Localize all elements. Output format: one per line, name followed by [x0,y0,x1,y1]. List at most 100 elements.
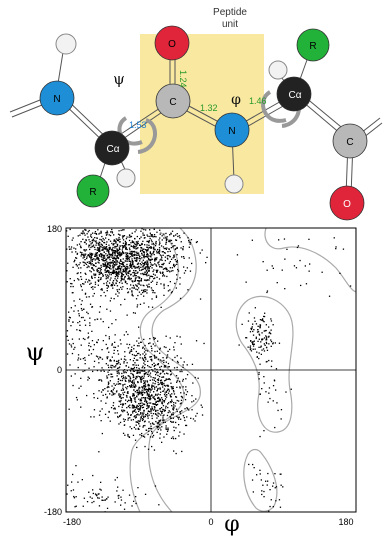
scatter-point [150,427,152,430]
scatter-point [132,275,134,277]
scatter-point [157,381,159,384]
scatter-point [122,418,125,420]
scatter-point [169,250,171,252]
scatter-point [114,251,117,253]
scatter-point [143,265,145,267]
scatter-point [278,342,281,344]
scatter-point [265,337,268,339]
scatter-point [169,234,171,236]
scatter-point [154,377,156,379]
scatter-point [89,241,91,243]
scatter-point [127,292,129,294]
scatter-point [262,484,264,486]
scatter-point [82,357,84,360]
atom-label: C [346,137,353,148]
scatter-point [159,368,161,371]
scatter-point [154,277,156,279]
scatter-point [159,433,161,435]
scatter-point [279,506,282,508]
contour-lower-right [243,448,278,512]
scatter-point [146,266,148,268]
scatter-point [86,261,88,263]
scatter-point [163,233,165,235]
scatter-point [84,359,86,361]
scatter-point [77,272,79,274]
scatter-point [68,320,70,322]
scatter-point [135,416,137,418]
scatter-point [111,373,113,375]
scatter-point [157,409,159,412]
scatter-point [134,362,136,364]
scatter-point [105,243,107,245]
scatter-point [155,372,158,374]
scatter-point [173,404,175,406]
scatter-point [149,252,151,254]
scatter-point [118,230,120,232]
scatter-point [151,386,153,389]
scatter-point [112,280,115,282]
scatter-point [157,412,159,414]
scatter-point [139,434,141,436]
scatter-point [270,318,272,320]
scatter-point [115,242,117,244]
scatter-point [130,277,132,280]
scatter-point [71,283,73,285]
scatter-point [123,358,126,360]
scatter-point [150,408,152,410]
scatter-point [99,268,101,270]
scatter-point [137,242,139,245]
scatter-point [182,415,185,417]
scatter-point [129,417,131,419]
scatter-point [123,376,125,379]
scatter-point [160,245,163,247]
scatter-point [140,279,142,281]
scatter-point [142,353,144,355]
scatter-point [151,298,153,300]
scatter-point [101,496,103,498]
scatter-point [90,243,92,245]
scatter-point [100,246,102,248]
scatter-point [88,491,90,493]
scatter-point [172,270,174,272]
scatter-point [137,276,139,278]
scatter-point [169,374,172,376]
scatter-point [141,386,143,388]
scatter-point [138,291,141,293]
scatter-point [159,408,161,410]
scatter-point [156,414,158,416]
scatter-point [94,259,96,261]
scatter-point [142,259,144,261]
scatter-point [131,380,134,382]
scatter-point [112,364,114,367]
scatter-point [100,256,102,258]
scatter-point [131,350,133,352]
scatter-point [98,247,100,249]
scatter-point [171,386,173,389]
scatter-point [129,251,131,253]
scatter-point [115,262,117,264]
scatter-point [167,427,169,429]
scatter-point [66,281,68,283]
scatter-point [91,262,93,265]
scatter-point [133,245,135,248]
scatter-point [172,417,174,419]
scatter-point [110,262,112,264]
scatter-point [69,317,71,319]
scatter-point [125,331,127,333]
scatter-point [177,416,179,419]
scatter-point [170,396,172,398]
scatter-point [175,375,178,377]
scatter-point [135,424,137,426]
scatter-point [148,283,150,285]
scatter-point [119,238,121,240]
scatter-point [152,264,154,266]
scatter-point [266,291,268,294]
scatter-point [152,290,154,292]
scatter-point [74,346,76,349]
scatter-point [135,359,138,361]
r-group-atom [76,174,110,208]
scatter-point [124,267,127,269]
scatter-point [165,243,167,245]
scatter-point [148,240,150,243]
scatter-point [127,386,129,388]
